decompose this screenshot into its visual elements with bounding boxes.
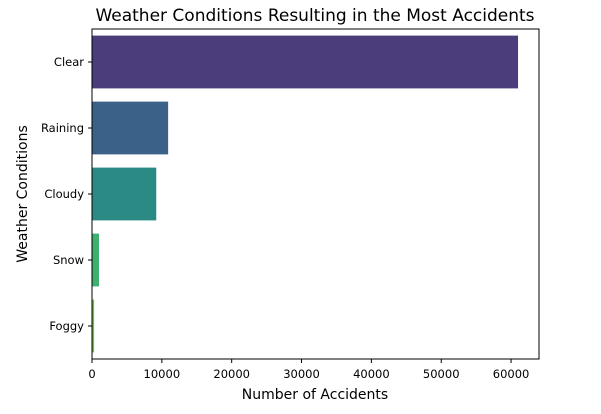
x-tick-label: 20000	[213, 367, 250, 381]
chart-title: Weather Conditions Resulting in the Most…	[95, 6, 534, 26]
x-tick-label: 40000	[353, 367, 390, 381]
x-tick-label: 60000	[493, 367, 530, 381]
bars-group	[92, 35, 519, 353]
x-ticks-group: 0 10000 20000 30000 40000 50000 60000	[88, 359, 529, 381]
bar-raining	[92, 101, 169, 155]
bar-snow	[92, 233, 99, 287]
y-tick-label: Clear	[54, 55, 84, 69]
y-tick-label: Foggy	[49, 319, 84, 333]
x-axis-label: Number of Accidents	[242, 387, 388, 403]
y-tick-label: Raining	[41, 121, 84, 135]
y-axis-label: Weather Conditions	[15, 125, 31, 263]
x-tick-label: 0	[88, 367, 95, 381]
x-tick-label: 30000	[283, 367, 320, 381]
x-tick-label: 50000	[423, 367, 460, 381]
y-ticks-group: Clear Raining Cloudy Snow Foggy	[41, 55, 92, 333]
y-tick-label: Cloudy	[44, 187, 84, 201]
bar-foggy	[92, 299, 95, 353]
bar-clear	[92, 35, 519, 89]
bar-cloudy	[92, 167, 157, 221]
x-tick-label: 10000	[144, 367, 181, 381]
plot-frame	[91, 28, 540, 360]
y-tick-label: Snow	[53, 253, 84, 267]
